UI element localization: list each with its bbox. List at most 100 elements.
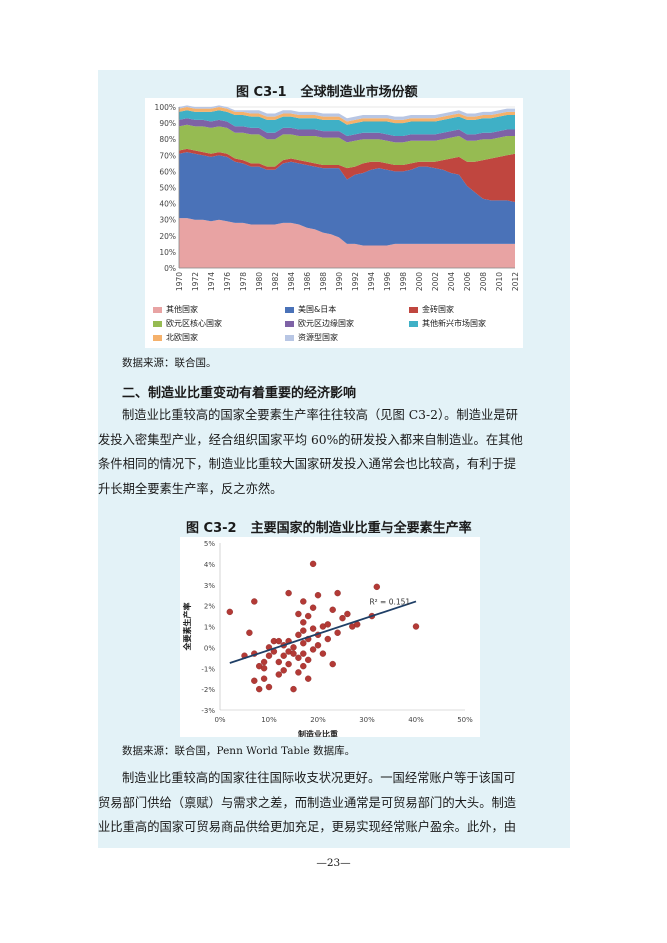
x-tick-label: 1990 <box>335 272 344 291</box>
y-tick-label: 2% <box>204 603 215 611</box>
scatter-point <box>280 652 287 659</box>
legend-swatch <box>285 306 294 313</box>
x-tick-label: 0% <box>214 716 225 724</box>
scatter-point <box>329 606 336 614</box>
figure2-caption: 主要国家的制造业比重与全要素生产率 <box>250 521 472 536</box>
page-number: —23— <box>316 857 351 869</box>
scatter-point <box>260 675 268 682</box>
scatter-point <box>295 669 302 676</box>
area-series <box>179 152 515 246</box>
x-tick-label: 1984 <box>287 272 296 291</box>
figure1-caption: 全球制造业市场份额 <box>300 85 418 100</box>
scatter-point <box>226 608 233 616</box>
scatter-point <box>412 623 420 630</box>
figure2-title: 图 C3-2 主要国家的制造业比重与全要素生产率 <box>186 517 486 536</box>
legend-swatch <box>153 306 162 313</box>
y-tick-label: 4% <box>204 561 215 569</box>
x-tick-label: 50% <box>457 716 473 724</box>
scatter-point <box>339 614 346 622</box>
paragraph-2-line: 业比重高的国家可贸易商品供给更加充足，更易实现经常账户盈余。此外，由 <box>98 820 517 834</box>
scatter-point <box>329 660 336 668</box>
y-tick-label: 90% <box>159 119 176 128</box>
scatter-point <box>275 671 283 678</box>
scatter-point <box>334 629 341 636</box>
scatter-point <box>304 675 312 682</box>
scatter-point <box>300 627 307 634</box>
y-tick-label: 50% <box>159 184 176 193</box>
scatter-point <box>260 658 268 666</box>
scatter-point <box>309 646 317 653</box>
legend-item: 北欧国家 <box>153 332 198 343</box>
y-tick-label: 30% <box>159 216 176 225</box>
legend-item: 资源型国家 <box>285 332 338 343</box>
y-tick-label: 3% <box>204 582 215 590</box>
paragraph-2-line: 制造业比重较高的国家往往国际收支状况更好。一国经常账户等于该国可 <box>122 771 516 785</box>
x-tick-label: 30% <box>359 716 375 724</box>
area-series <box>179 124 515 169</box>
legend-label: 欧元区核心国家 <box>166 319 222 328</box>
paragraph-1-line: 发投入密集型产业，经合组织国家平均 60%的研发投入都来自制造业。在其他 <box>98 432 523 447</box>
y-tick-label: 5% <box>204 540 215 548</box>
scatter-point <box>324 621 332 628</box>
legend-item: 美国&日本 <box>285 304 336 315</box>
y-tick-label: 0% <box>204 644 215 652</box>
scatter-point <box>334 589 341 597</box>
x-tick-label: 1976 <box>223 272 232 291</box>
x-tick-label: 2006 <box>463 272 472 291</box>
scatter-point <box>304 612 312 620</box>
y-axis-label: 全要素生产率 <box>182 603 192 652</box>
scatter-point <box>275 637 283 645</box>
y-tick-label: 100% <box>155 103 176 112</box>
y-tick-label: 1% <box>204 624 215 632</box>
scatter-point <box>290 650 297 657</box>
legend-swatch <box>409 306 418 313</box>
scatter-point <box>300 639 307 647</box>
legend-swatch <box>285 320 294 327</box>
legend-item: 金砖国家 <box>409 304 454 315</box>
y-tick-label: 60% <box>159 167 176 176</box>
area-series <box>179 118 515 143</box>
x-tick-label: 20% <box>310 716 326 724</box>
x-tick-label: 1998 <box>399 272 408 291</box>
scatter-point <box>314 642 322 649</box>
paragraph-2-line: 贸易部门供给（禀赋）与需求之差，而制造业通常是可贸易部门的大头。制造 <box>98 795 517 810</box>
x-tick-label: 1978 <box>239 272 248 291</box>
x-tick-label: 1988 <box>319 272 328 291</box>
paragraph-1-line: 升长期全要素生产率，反之亦然。 <box>98 481 283 496</box>
x-tick-label: 1992 <box>351 272 360 291</box>
legend-label: 资源型国家 <box>298 333 338 342</box>
figure1-chart-box: 0% 10% 20% 30% 40% 50% 60% 70% 80% 90% 100% 1970 197… <box>145 98 523 348</box>
stacked-area-chart: 0% 10% 20% 30% 40% 50% 60% 70% 80% 90% 100% 1970 197… <box>155 103 520 291</box>
x-tick-label: 1970 <box>175 272 184 291</box>
scatter-point <box>255 685 263 693</box>
legend-label: 欧元区边缘国家 <box>298 319 354 328</box>
area-series <box>179 148 515 202</box>
section-heading: 二、制造业比重变动有着重要的经济影响 <box>122 386 357 401</box>
legend-swatch <box>285 334 294 341</box>
legend-label: 美国&日本 <box>298 305 337 314</box>
x-axis-label: 制造业比重 <box>298 729 338 737</box>
scatter-point <box>300 619 307 626</box>
paragraph-2: 制造业比重较高的国家往往国际收支状况更好。一国经常账户等于该国可 贸易部门供给（… <box>98 766 568 840</box>
paragraph-1-line: 制造业比重较高的国家全要素生产率往往较高（见图 C3-2）。制造业是研 <box>122 408 518 422</box>
y-tick-label: 10% <box>159 248 176 257</box>
x-tick-label: 2002 <box>431 272 440 291</box>
trendline <box>229 600 417 664</box>
legend-label: 北欧国家 <box>166 333 198 342</box>
figure1-title: 图 C3-1 全球制造业市场份额 <box>236 81 432 100</box>
scatter-point <box>285 660 292 668</box>
scatter-point <box>295 631 302 639</box>
y-tick-label: 20% <box>159 232 176 241</box>
x-tick-label: 1980 <box>255 272 264 291</box>
legend-label: 其他国家 <box>166 305 198 314</box>
scatter-point <box>265 652 273 659</box>
scatter-point <box>309 625 317 632</box>
x-tick-label: 2010 <box>495 272 504 291</box>
figure2-chart-box: -3% -2% -1% 0% 1% 2% 3% 4% 5% 0% 10% 20% 30% 40% 50% 制造… <box>180 537 480 739</box>
scatter-point <box>309 604 317 611</box>
r-squared-label: R² = 0.151 <box>369 598 410 607</box>
legend-item: 其他国家 <box>153 304 198 315</box>
y-tick-label: 40% <box>159 200 176 209</box>
legend-label: 其他新兴市场国家 <box>422 319 486 328</box>
legend-item: 欧元区核心国家 <box>153 318 222 329</box>
